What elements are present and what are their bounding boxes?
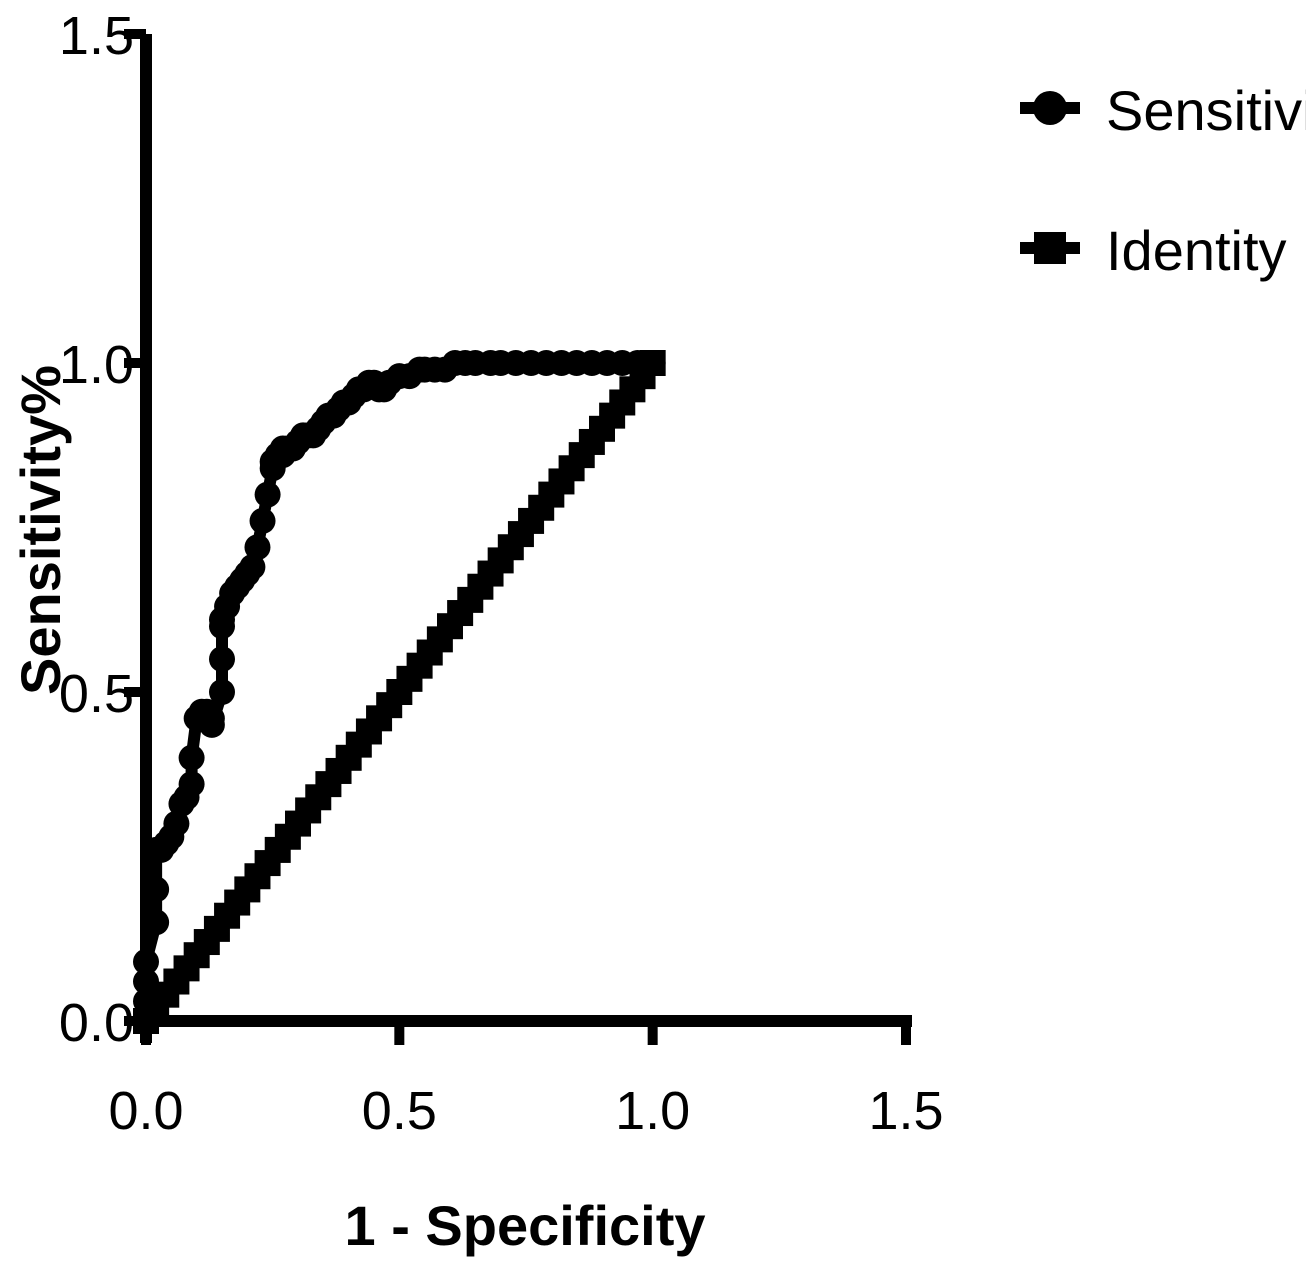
data-point-sensitivity <box>178 771 205 798</box>
x-tick-label: 1.0 <box>615 1081 690 1141</box>
y-axis-title: Sensitivity% <box>9 365 72 695</box>
y-tick-label: 0.0 <box>59 993 134 1053</box>
y-tick-label: 0.5 <box>59 664 134 724</box>
data-point-sensitivity <box>143 876 170 903</box>
data-point-sensitivity <box>198 711 225 738</box>
y-tick-label: 1.5 <box>59 6 134 66</box>
data-point-sensitivity <box>239 553 266 580</box>
legend: Sensitivity Identity <box>1020 79 1306 282</box>
data-point-sensitivity <box>178 744 205 771</box>
legend-item-sensitivity: Sensitivity <box>1020 79 1306 142</box>
series-sensitivity <box>133 350 666 1034</box>
data-point-sensitivity <box>254 481 281 508</box>
axes: 0.0 0.5 1.0 1.5 0.0 0.5 1.0 1.5 <box>59 6 944 1141</box>
data-point-sensitivity <box>209 646 235 673</box>
x-tick-label: 1.5 <box>868 1081 943 1141</box>
data-point-sensitivity <box>133 948 159 975</box>
x-tick-label: 0.5 <box>362 1081 437 1141</box>
data-point-sensitivity <box>143 909 170 936</box>
x-axis-title: 1 - Specificity <box>344 1194 705 1257</box>
legend-sensitivity-label: Sensitivity <box>1106 79 1306 142</box>
series-layer <box>133 350 666 1034</box>
y-tick-label: 1.0 <box>59 335 134 395</box>
x-tick-label: 0.0 <box>108 1081 183 1141</box>
legend-item-identity: Identity <box>1020 219 1287 282</box>
data-point-sensitivity <box>249 507 276 534</box>
data-point-sensitivity <box>244 534 271 561</box>
data-point-sensitivity <box>133 968 159 995</box>
legend-identity-label: Identity <box>1106 219 1287 282</box>
data-point-sensitivity <box>209 679 235 705</box>
legend-identity-marker-icon <box>1034 232 1066 264</box>
data-point-identity <box>639 350 666 376</box>
legend-sensitivity-marker-icon <box>1033 91 1067 125</box>
data-point-sensitivity <box>163 810 190 837</box>
series-identity <box>133 350 666 1034</box>
